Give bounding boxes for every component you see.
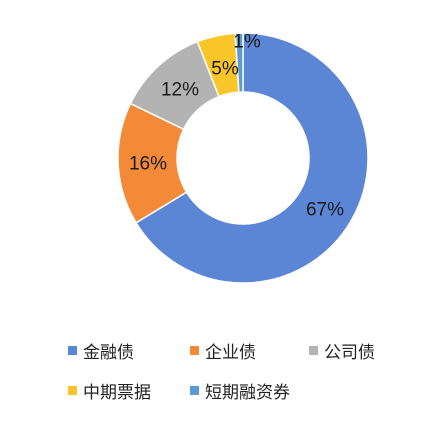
slice-label-corporate-bonds: 12% [161, 80, 199, 101]
legend-item-corporate-bonds: 公司债 [309, 338, 375, 363]
slice-label-enterprise-bonds: 16% [129, 154, 167, 175]
slice-financial-bonds [135, 32, 369, 284]
legend-swatch [190, 346, 199, 355]
slice-label-short-term-financing-bills: 1% [233, 32, 261, 53]
legend-swatch [190, 386, 199, 395]
donut-slices [117, 32, 369, 284]
legend-label: 企业债 [205, 343, 256, 363]
legend-item-financial-bonds: 金融债 [68, 338, 134, 363]
legend-item-short-term-financing-bills: 短期融资券 [190, 378, 290, 403]
slice-short-term-financing-bills [234, 32, 244, 93]
legend-label: 中期票据 [83, 383, 151, 403]
slice-label-medium-term-notes: 5% [211, 59, 239, 80]
legend-swatch [68, 346, 77, 355]
legend-swatch [309, 346, 318, 355]
legend-item-medium-term-notes: 中期票据 [68, 378, 151, 403]
slice-label-financial-bonds: 67% [306, 200, 344, 221]
legend-label: 金融债 [83, 343, 134, 363]
donut-labels: 67% 16% 12% 5% 1% [129, 32, 344, 221]
legend-item-enterprise-bonds: 企业债 [190, 338, 256, 363]
legend-label: 短期融资券 [205, 383, 290, 403]
legend-label: 公司债 [324, 343, 375, 363]
legend-swatch [68, 386, 77, 395]
